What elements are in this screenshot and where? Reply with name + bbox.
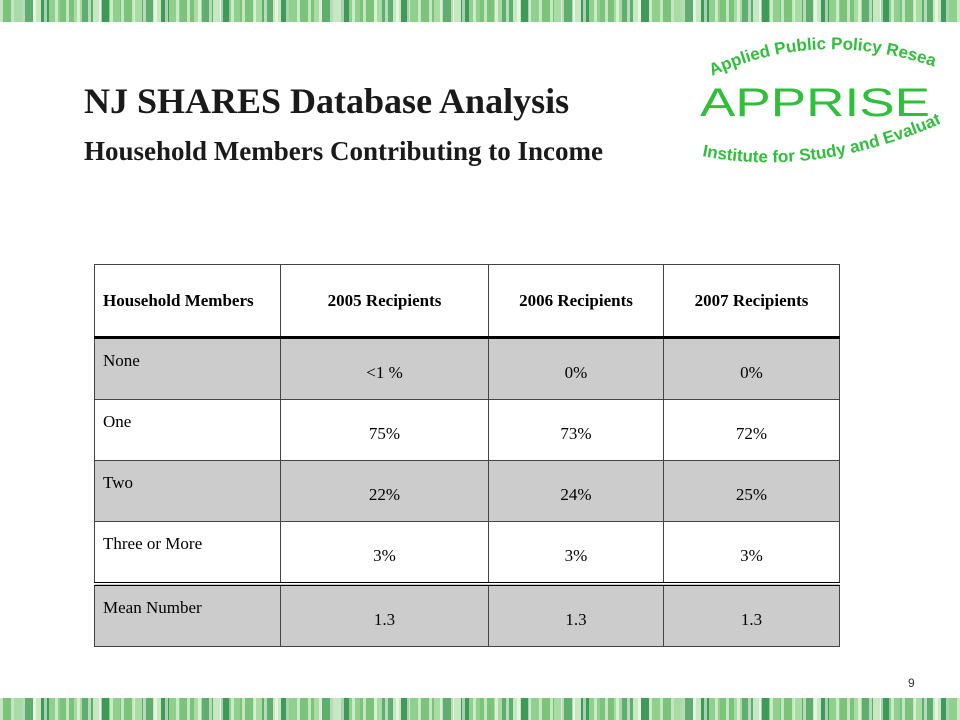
cell-2005: 3% [280,521,489,586]
table-header-row: Household Members 2005 Recipients 2006 R… [94,264,840,339]
cell-2006: 24% [488,460,664,522]
logo-main-text: APPRISE [700,81,930,125]
top-decorative-band [0,0,960,22]
header-2006-recipients: 2006 Recipients [488,264,664,339]
cell-2007: 0% [663,337,840,400]
row-label: None [94,337,281,400]
header-household-members: Household Members [94,264,281,339]
table-row-one: One 75% 73% 72% [94,399,840,461]
row-label: Two [94,460,281,522]
cell-2007: 3% [663,521,840,586]
header-2005-recipients: 2005 Recipients [280,264,489,339]
slide-title: NJ SHARES Database Analysis [84,81,570,121]
cell-2007: 72% [663,399,840,461]
logo-top-text: Applied Public Policy Research [690,28,939,80]
bottom-decorative-band [0,698,960,720]
table-row-two: Two 22% 24% 25% [94,460,840,522]
row-label: One [94,399,281,461]
cell-2005: 75% [280,399,489,461]
table-row-mean-number: Mean Number 1.3 1.3 1.3 [94,583,840,647]
row-label: Three or More [94,521,281,586]
cell-2005: 22% [280,460,489,522]
household-members-table: Household Members 2005 Recipients 2006 R… [94,264,840,647]
page-number: 9 [908,676,915,690]
header-2007-recipients: 2007 Recipients [663,264,840,339]
cell-2006: 1.3 [488,583,664,647]
table-row-three-or-more: Three or More 3% 3% 3% [94,521,840,586]
cell-2005: <1 % [280,337,489,400]
cell-2007: 1.3 [663,583,840,647]
cell-2006: 3% [488,521,664,586]
slide-subtitle: Household Members Contributing to Income [84,136,603,166]
cell-2007: 25% [663,460,840,522]
apprise-logo: Applied Public Policy Research APPRISE I… [690,28,940,166]
cell-2006: 73% [488,399,664,461]
cell-2005: 1.3 [280,583,489,647]
row-label: Mean Number [94,583,281,647]
table-row-none: None <1 % 0% 0% [94,337,840,400]
cell-2006: 0% [488,337,664,400]
